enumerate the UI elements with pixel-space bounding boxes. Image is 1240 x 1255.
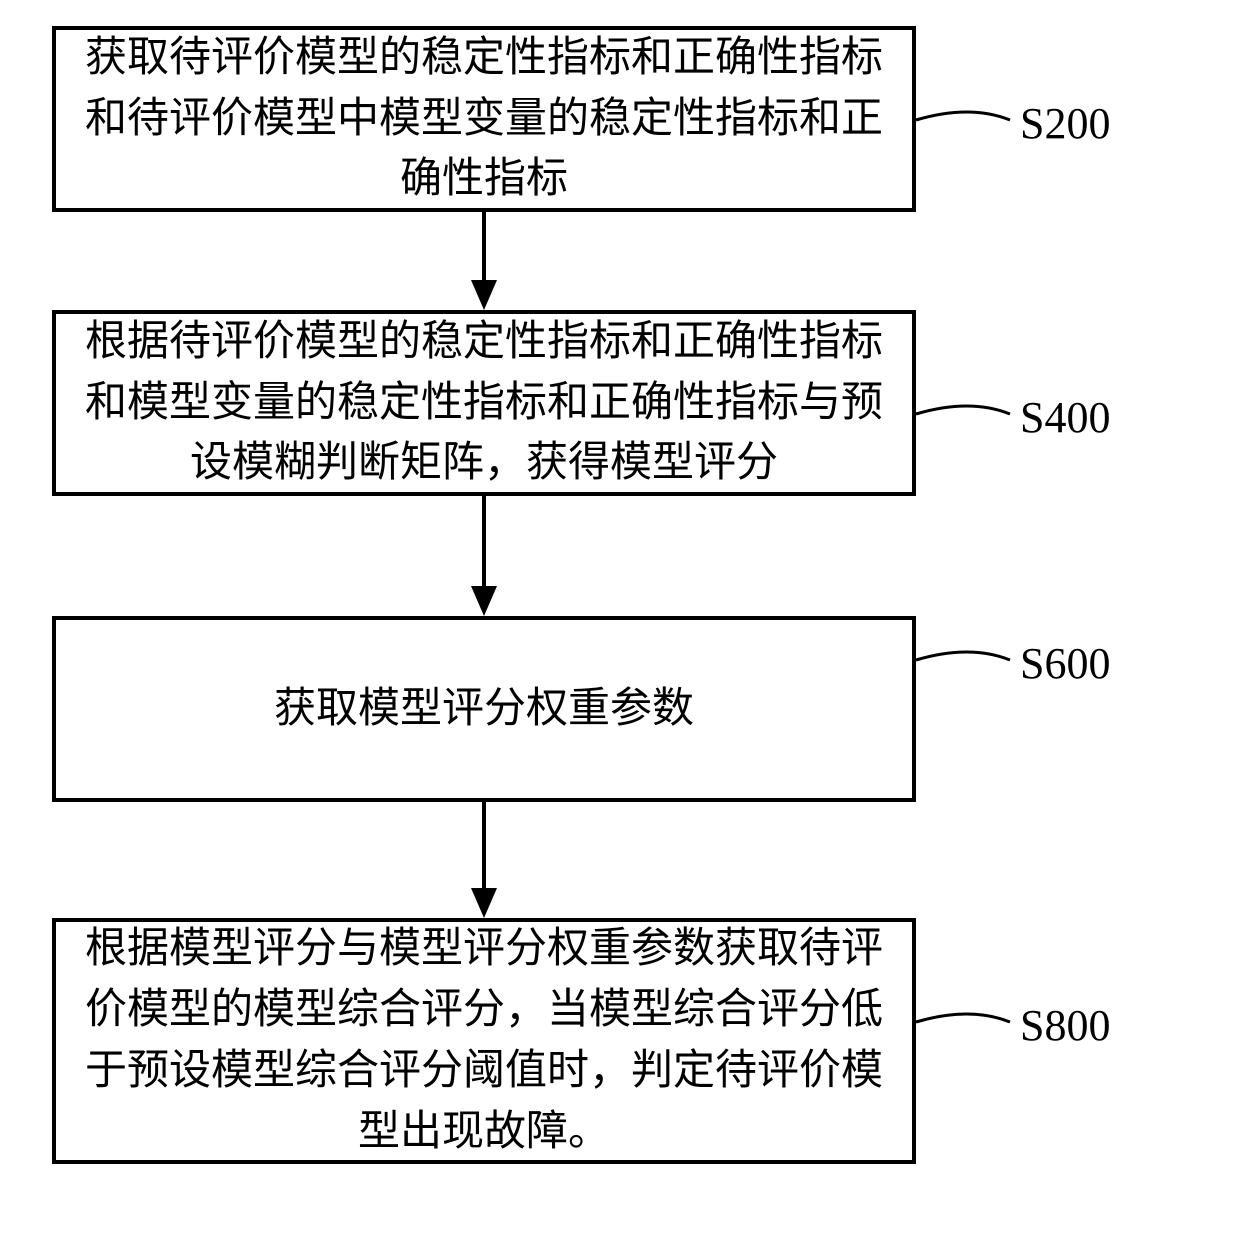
flow-node-s200: 获取待评价模型的稳定性指标和正确性指标和待评价模型中模型变量的稳定性指标和正确性… [52,26,916,212]
flow-node-text: 获取待评价模型的稳定性指标和正确性指标和待评价模型中模型变量的稳定性指标和正确性… [84,28,884,211]
step-label-s800: S800 [1020,1000,1110,1051]
flow-node-text: 根据模型评分与模型评分权重参数获取待评价模型的模型综合评分，当模型综合评分低于预… [84,919,884,1163]
flow-node-s800: 根据模型评分与模型评分权重参数获取待评价模型的模型综合评分，当模型综合评分低于预… [52,918,916,1164]
flowchart-canvas: 获取待评价模型的稳定性指标和正确性指标和待评价模型中模型变量的稳定性指标和正确性… [0,0,1240,1255]
flow-node-s400: 根据待评价模型的稳定性指标和正确性指标和模型变量的稳定性指标和正确性指标与预设模… [52,310,916,496]
step-label-s200: S200 [1020,98,1110,149]
step-label-s600: S600 [1020,638,1110,689]
flow-node-s600: 获取模型评分权重参数 [52,616,916,802]
flow-node-text: 获取模型评分权重参数 [274,679,694,740]
step-label-s400: S400 [1020,392,1110,443]
flow-node-text: 根据待评价模型的稳定性指标和正确性指标和模型变量的稳定性指标和正确性指标与预设模… [84,312,884,495]
